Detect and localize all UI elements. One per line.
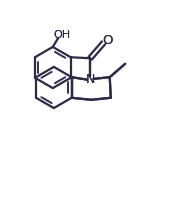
Text: N: N: [86, 73, 95, 86]
Text: O: O: [102, 34, 113, 47]
Text: O: O: [102, 34, 113, 47]
Text: OH: OH: [53, 30, 70, 40]
Text: N: N: [86, 73, 95, 86]
Text: OH: OH: [53, 30, 70, 40]
